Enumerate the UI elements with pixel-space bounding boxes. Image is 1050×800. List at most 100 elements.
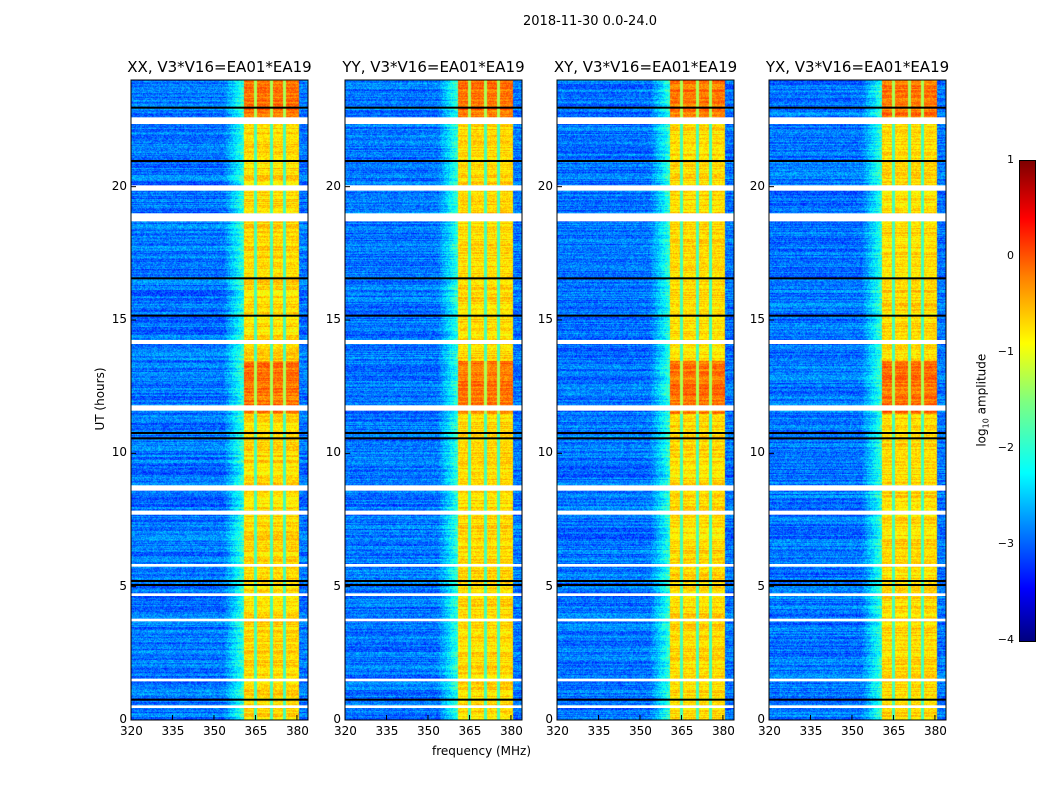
flagged-row [769, 485, 946, 491]
dark-row [345, 314, 522, 317]
dark-row [131, 277, 308, 280]
dark-row [557, 277, 734, 280]
flagged-row [769, 678, 946, 682]
figure-title: 2018-11-30 0.0-24.0 [523, 14, 657, 29]
y-tick-label: 10 [325, 445, 341, 460]
dark-row [131, 580, 308, 582]
x-tick-label: 380 [711, 724, 735, 738]
dark-row [769, 437, 946, 440]
y-axis-label: UT (hours) [93, 367, 107, 431]
x-tick-label: 380 [499, 724, 523, 738]
dark-row [131, 432, 308, 434]
flagged-row [345, 117, 522, 124]
flagged-row [557, 618, 734, 622]
flagged-row [557, 485, 734, 491]
x-tick-label: 320 [120, 724, 143, 738]
dark-row [557, 584, 734, 586]
dark-row [769, 160, 946, 162]
dark-row [345, 698, 522, 701]
x-tick-label: 350 [628, 724, 652, 738]
colorbar-label: log10 amplitude [974, 353, 991, 447]
flagged-row [345, 510, 522, 515]
dark-row [131, 160, 308, 162]
flagged-row [557, 510, 734, 515]
flagged-row [769, 405, 946, 411]
colorbar-tick-label: −2 [997, 441, 1014, 454]
flagged-row [131, 485, 308, 491]
x-tick-label: 365 [882, 724, 906, 738]
waterfall-panel [130, 79, 309, 721]
y-tick-label: 0 [119, 712, 127, 726]
x-tick-label: 320 [334, 724, 357, 738]
y-tick-label: 15 [537, 312, 553, 326]
flagged-row [769, 564, 946, 567]
y-tick-label: 5 [757, 578, 765, 593]
dark-row [131, 314, 308, 317]
x-tick-label: 335 [799, 724, 823, 738]
x-tick-label: 335 [587, 724, 611, 738]
colorbar-tick-label: 1 [1007, 153, 1014, 166]
flagged-row [557, 678, 734, 682]
y-tick-label: 15 [111, 312, 127, 326]
y-tick-label: 10 [111, 445, 127, 460]
flagged-row [769, 340, 946, 344]
colorbar-tick-label: −4 [997, 633, 1014, 646]
dark-row [557, 314, 734, 317]
dark-row [557, 432, 734, 434]
dark-row [769, 106, 946, 109]
axes-frame [768, 79, 947, 721]
flagged-row [131, 510, 308, 515]
flagged-row [345, 340, 522, 344]
dark-row [345, 432, 522, 434]
flagged-row [345, 705, 522, 708]
dark-row [769, 314, 946, 317]
dark-row [557, 160, 734, 162]
y-tick-label: 20 [537, 178, 553, 193]
x-tick-label: 365 [670, 724, 694, 738]
x-tick-label: 350 [840, 724, 864, 738]
y-tick-label: 0 [545, 712, 553, 726]
dark-row [345, 277, 522, 280]
dark-row [345, 160, 522, 162]
x-axis-label: frequency (MHz) [432, 744, 532, 758]
flagged-row [131, 564, 308, 567]
flagged-row [557, 405, 734, 411]
flagged-row [769, 705, 946, 708]
y-tick-label: 20 [749, 178, 765, 193]
y-tick-label: 10 [749, 445, 765, 460]
x-tick-label: 380 [285, 724, 309, 738]
flagged-row [131, 340, 308, 344]
dark-row [557, 106, 734, 109]
x-tick-label: 350 [202, 724, 226, 738]
flagged-row [345, 564, 522, 567]
x-tick-label: 335 [375, 724, 399, 738]
x-tick-label: 320 [546, 724, 569, 738]
flagged-row [557, 117, 734, 124]
axes-frame [130, 79, 309, 721]
panel-title: YX, V3*V16=EA01*EA19 [765, 58, 950, 76]
waterfall-panel [768, 79, 947, 721]
waterfall-panel [556, 79, 735, 721]
y-tick-label: 0 [757, 712, 765, 726]
dark-row [769, 698, 946, 701]
flagged-row [345, 593, 522, 596]
flagged-row [769, 510, 946, 515]
waterfall-panel [344, 79, 523, 721]
flagged-row [769, 185, 946, 191]
dark-row [345, 584, 522, 586]
dark-row [557, 437, 734, 440]
flagged-row [769, 618, 946, 622]
axes-frame [556, 79, 735, 721]
y-tick-label: 5 [119, 578, 127, 593]
flagged-row [557, 564, 734, 567]
y-tick-label: 5 [545, 578, 553, 593]
flagged-row [131, 185, 308, 191]
flagged-row [131, 678, 308, 682]
x-tick-label: 335 [161, 724, 185, 738]
x-tick-label: 380 [923, 724, 947, 738]
dark-row [557, 698, 734, 701]
dark-row [557, 580, 734, 582]
dark-row [131, 584, 308, 586]
colorbar-tick-label: −3 [997, 537, 1014, 550]
